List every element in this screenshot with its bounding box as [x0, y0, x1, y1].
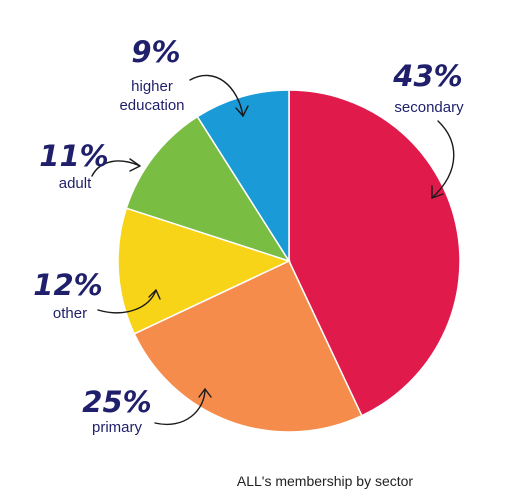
label-cat-secondary: secondary — [394, 99, 464, 116]
label-cat-adult: adult — [59, 175, 92, 192]
pie-slice-other — [117, 207, 292, 335]
arrowhead-higher-education — [235, 105, 249, 117]
pie-slice-secondary — [288, 89, 461, 417]
arrow-primary — [154, 388, 206, 426]
label-pct-secondary: 43% — [392, 59, 462, 93]
pie-slice-primary — [133, 260, 363, 433]
label-pct-adult: 11% — [39, 139, 108, 173]
arrowhead-primary — [198, 388, 212, 398]
slice-labels: 43% secondary 9% higher education 11% ad… — [33, 35, 464, 436]
arrow-higher-education — [189, 74, 244, 117]
pie-slices — [117, 89, 461, 433]
label-pct-primary: 25% — [82, 385, 151, 419]
label-cat-other: other — [53, 305, 87, 322]
chart-caption: ALL's membership by sector — [237, 473, 414, 489]
label-cat-higher-education-line2: education — [119, 97, 184, 114]
label-cat-primary: primary — [92, 419, 143, 436]
pie-slice-higher-education — [196, 89, 290, 264]
arrowhead-other — [148, 289, 161, 300]
arrow-secondary — [431, 120, 455, 199]
label-pct-other: 12% — [33, 268, 102, 302]
arrowhead-adult — [129, 158, 141, 172]
pie-slice-adult — [125, 115, 291, 263]
arrow-adult — [91, 160, 141, 177]
label-cat-higher-education-line1: higher — [131, 78, 173, 95]
annotation-arrows — [91, 74, 455, 426]
arrow-other — [97, 289, 157, 314]
arrowhead-secondary — [431, 185, 444, 199]
label-pct-higher-education: 9% — [131, 35, 180, 69]
